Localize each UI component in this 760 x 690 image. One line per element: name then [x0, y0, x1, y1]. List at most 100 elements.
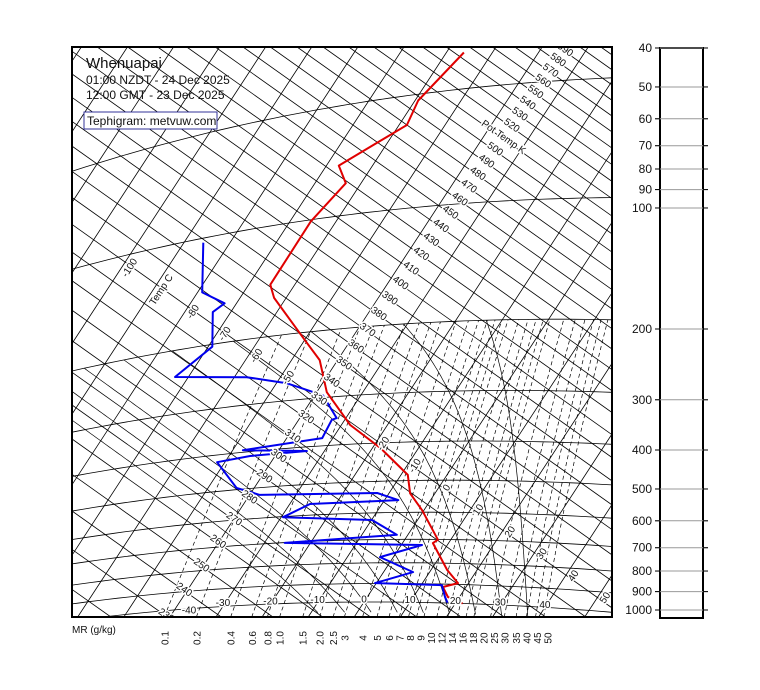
mixing-ratio-line	[408, 319, 496, 617]
isobar-line	[72, 440, 612, 477]
isotherm-line	[72, 47, 220, 274]
mixing-ratio-line	[196, 331, 311, 617]
pressure-tick-label: 200	[632, 322, 652, 336]
isentrope-line	[72, 589, 112, 617]
pressure-tick-label: 900	[632, 585, 652, 599]
isobar-line	[72, 197, 612, 270]
mixing-ratio-line	[535, 319, 602, 617]
surface-temp-label: -10	[310, 595, 325, 606]
saturated-adiabat-line	[123, 359, 398, 613]
pressure-tick-label: 40	[639, 41, 653, 55]
isotherm-line	[261, 80, 612, 617]
mixing-ratio-line	[319, 322, 420, 617]
surface-temp-label: 40	[539, 600, 551, 611]
saturated-adiabat-line	[84, 367, 372, 613]
isentrope-line	[492, 47, 612, 133]
surface-temp-label: 30	[495, 598, 507, 609]
isentrope-line	[398, 47, 612, 199]
isentrope-line	[72, 549, 168, 617]
saturated-adiabat-line	[403, 323, 503, 616]
mr-tick-label: 0.1	[160, 631, 171, 645]
isentrope-line	[97, 47, 612, 413]
mixing-ratio-line	[362, 321, 457, 617]
pressure-tick-label: 500	[632, 482, 652, 496]
mr-tick-label: 4	[359, 635, 370, 641]
isentrope-line	[72, 171, 612, 556]
isotherm-line	[538, 504, 612, 617]
isotherm-label: -30	[216, 598, 231, 609]
mr-axis-label: MR (g/kg)	[72, 625, 116, 636]
mixing-ratio-line	[230, 328, 342, 617]
isobar-line	[72, 390, 612, 433]
isotherm-line	[72, 47, 359, 485]
isentrope-line	[72, 371, 417, 617]
diagram-grid	[72, 47, 612, 617]
isentrope-line	[72, 224, 612, 609]
isentrope-line	[215, 47, 612, 330]
isotherm-label: -40	[182, 606, 197, 617]
mr-tick-labels: 0.1 0.2 0.4 0.6 0.8 1.0 1.5 2.0 2.5 3 4 5 6 7 8 9 10 12 14…	[160, 631, 554, 645]
mr-tick-label: 0.4	[227, 631, 238, 645]
saturated-adiabat-line	[72, 419, 319, 613]
isobar-line	[72, 538, 612, 565]
surface-temp-label: 20	[450, 596, 462, 607]
mixing-ratio-line	[302, 323, 405, 617]
pressure-tick-label: 70	[639, 139, 653, 153]
mixing-ratio-line	[503, 319, 576, 617]
isobar-line	[72, 479, 612, 512]
isentrope-line	[514, 47, 612, 117]
mr-tick-label: 20	[480, 632, 491, 644]
credit-box	[83, 111, 218, 130]
surface-temp-label: -20	[263, 597, 278, 608]
isentrope-line	[157, 47, 612, 371]
isentrope-line	[600, 47, 612, 56]
local-time: 01:00 NZDT - 24 Dec 2025	[86, 73, 230, 87]
mr-tick-label: 9	[417, 635, 428, 641]
mr-tick-label: 2.0	[316, 631, 327, 645]
isentrope-line	[296, 47, 612, 271]
mixing-ratio-line	[344, 321, 441, 617]
isentrope-line	[348, 47, 612, 235]
isentrope-line	[72, 145, 612, 530]
isentrope-line	[186, 47, 612, 350]
saturated-adiabat-line	[310, 331, 476, 615]
isotherm-line	[446, 363, 612, 617]
mr-tick-label: 40	[523, 632, 534, 644]
mr-tick-label: 18	[469, 632, 480, 644]
isotherm-line	[584, 574, 612, 617]
isentrope-line	[422, 47, 612, 182]
isentrope-line	[72, 251, 587, 617]
mixing-ratio-line	[423, 319, 509, 617]
pressure-tick-label: 600	[632, 514, 652, 528]
temperature-profile-line	[269, 51, 465, 605]
isentrope-line	[322, 47, 612, 253]
pressure-tick-label: 1000	[625, 603, 652, 617]
mr-tick-label: 12	[438, 632, 449, 644]
pressure-panel: 40 50 60 70 80 90 100 200 300 400 500 600 700 800 900 1…	[625, 41, 708, 619]
mr-tick-label: 10	[427, 632, 438, 644]
mixing-ratio-line	[490, 319, 565, 617]
mr-tick-label: 0.6	[248, 631, 259, 645]
isentrope-line	[242, 47, 612, 310]
isentrope-line	[72, 280, 546, 617]
mixing-ratio-line	[543, 319, 609, 617]
pressure-panel-box	[659, 47, 704, 619]
mixing-ratio-line	[515, 319, 586, 617]
mr-tick-label: 14	[448, 632, 459, 644]
mixing-ratio-line	[416, 319, 503, 617]
mixing-ratio-line	[526, 319, 594, 617]
saturated-adiabat-line	[72, 391, 345, 613]
mixing-ratio-line	[388, 320, 479, 617]
station-name: Whenuapai	[86, 55, 162, 72]
mr-tick-label: 30	[501, 632, 512, 644]
mr-tick-label: 45	[533, 632, 544, 644]
isentrope-line	[469, 47, 612, 149]
mr-tick-label: 35	[512, 632, 523, 644]
pressure-tick-label: 400	[632, 443, 652, 457]
pressure-tick-label: 100	[632, 201, 652, 215]
mixing-ratio-line	[399, 320, 488, 617]
isentrope-line	[72, 473, 274, 617]
mixing-ratio-line	[473, 319, 551, 617]
isobar-line	[72, 562, 612, 586]
